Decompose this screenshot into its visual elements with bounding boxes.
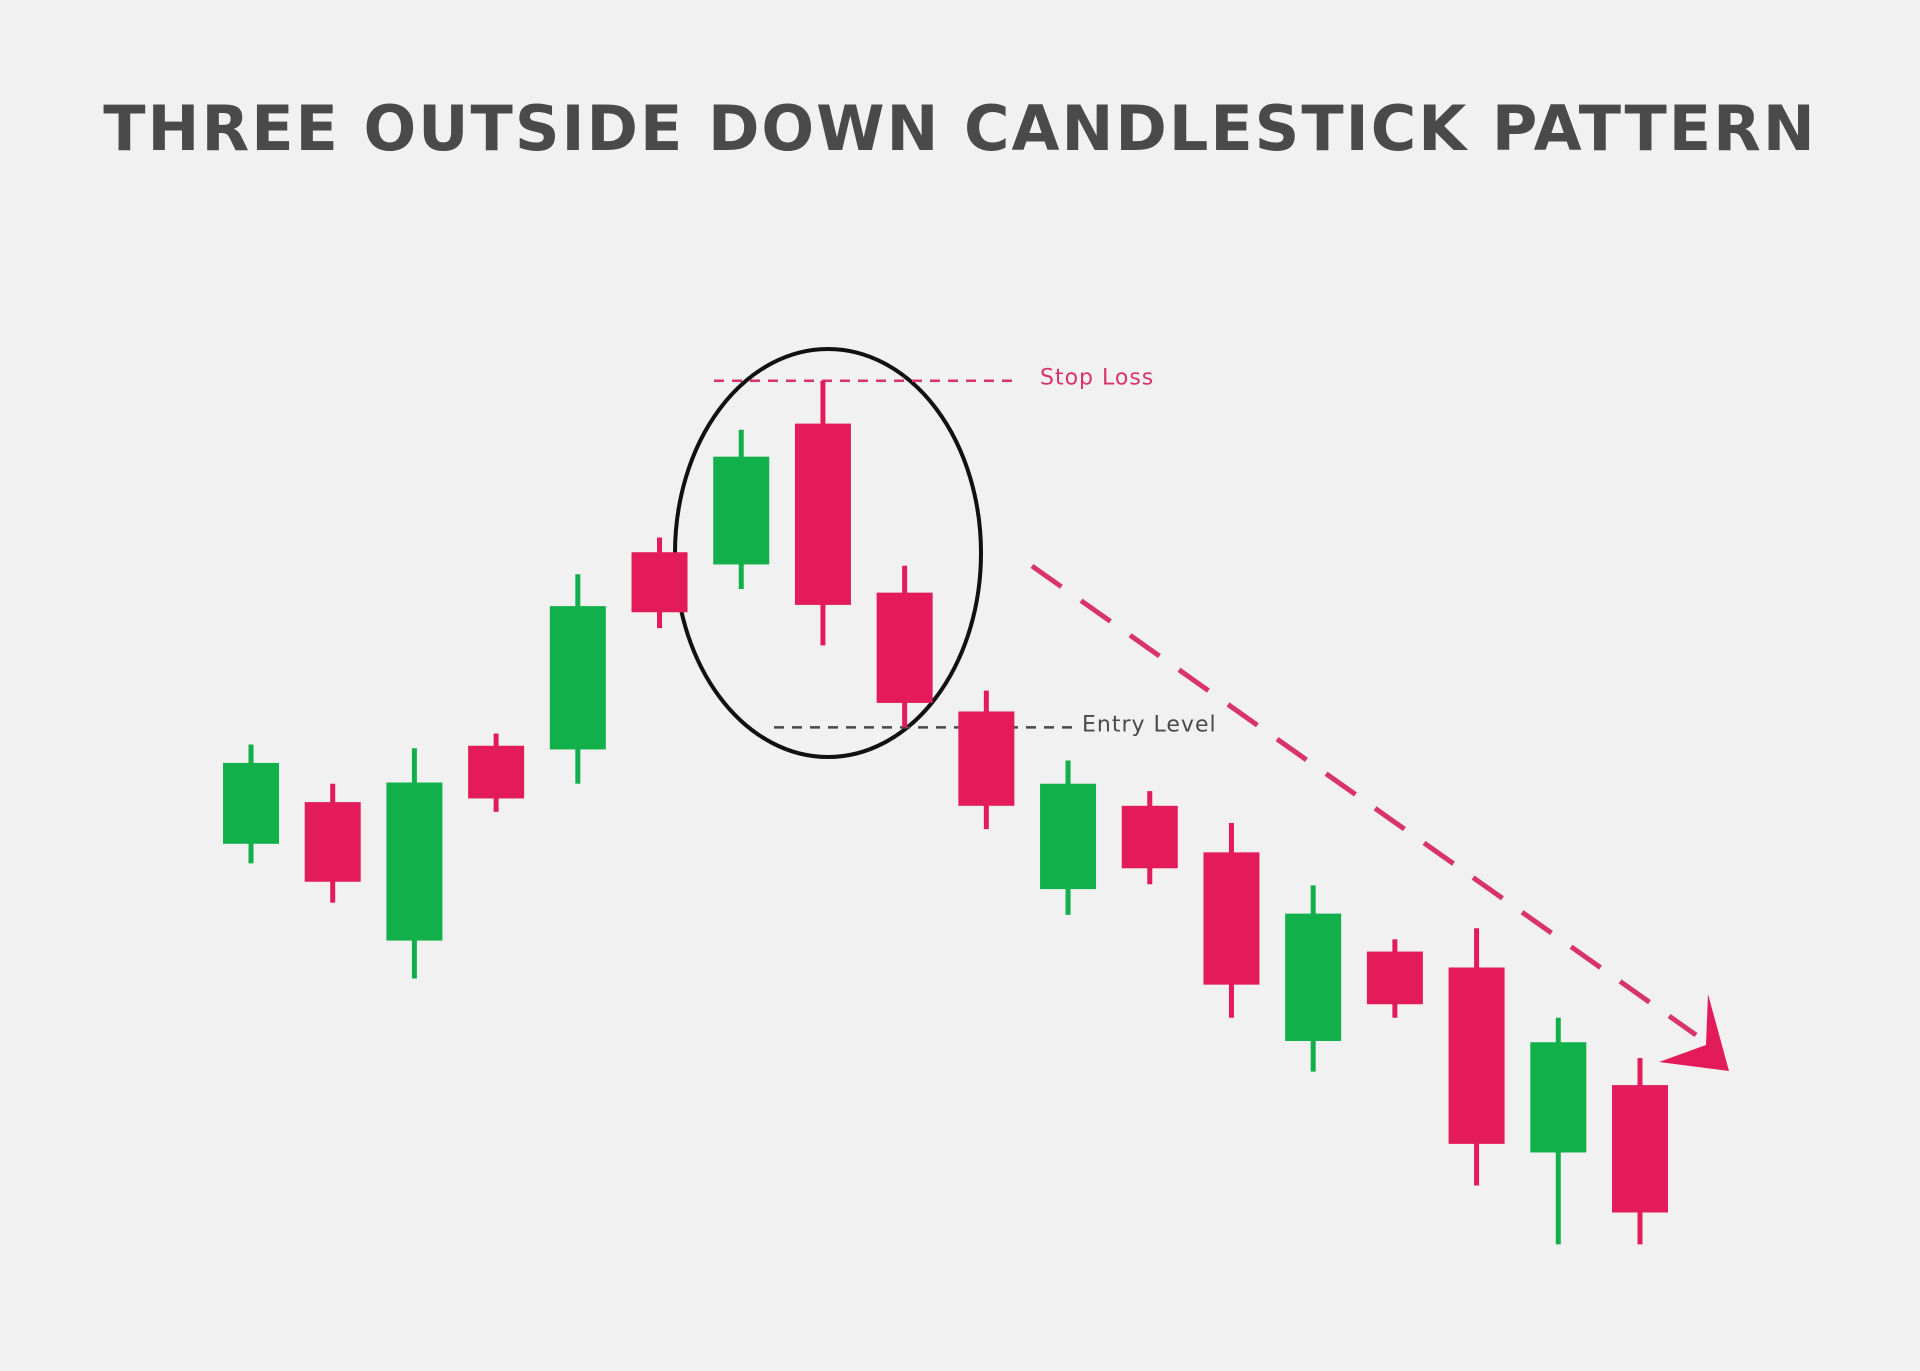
trend-arrow-head [1659,994,1729,1071]
candle-body [1448,967,1505,1144]
candle-body [1040,783,1097,890]
candle-body [713,456,770,565]
candle-body [468,745,525,799]
candle-body [1612,1085,1668,1213]
candle-body [958,711,1015,806]
candle-body [1285,913,1342,1041]
candle-body [1121,805,1178,869]
candle-body [1366,951,1423,1005]
trend-arrow-line [1030,563,1698,1038]
level-label: Entry Level [1082,712,1217,737]
level-label: Stop Loss [1040,366,1154,391]
candle-body [1530,1042,1587,1153]
candle-body [549,606,606,750]
candle-body [876,592,933,703]
chart-title: THREE OUTSIDE DOWN CANDLESTICK PATTERN [103,92,1816,165]
candle-body [386,782,443,941]
candle-body [223,762,279,844]
candle-body [304,802,361,882]
candle-body [631,552,688,613]
candle-body [1203,852,1260,985]
candle-body [794,423,851,605]
